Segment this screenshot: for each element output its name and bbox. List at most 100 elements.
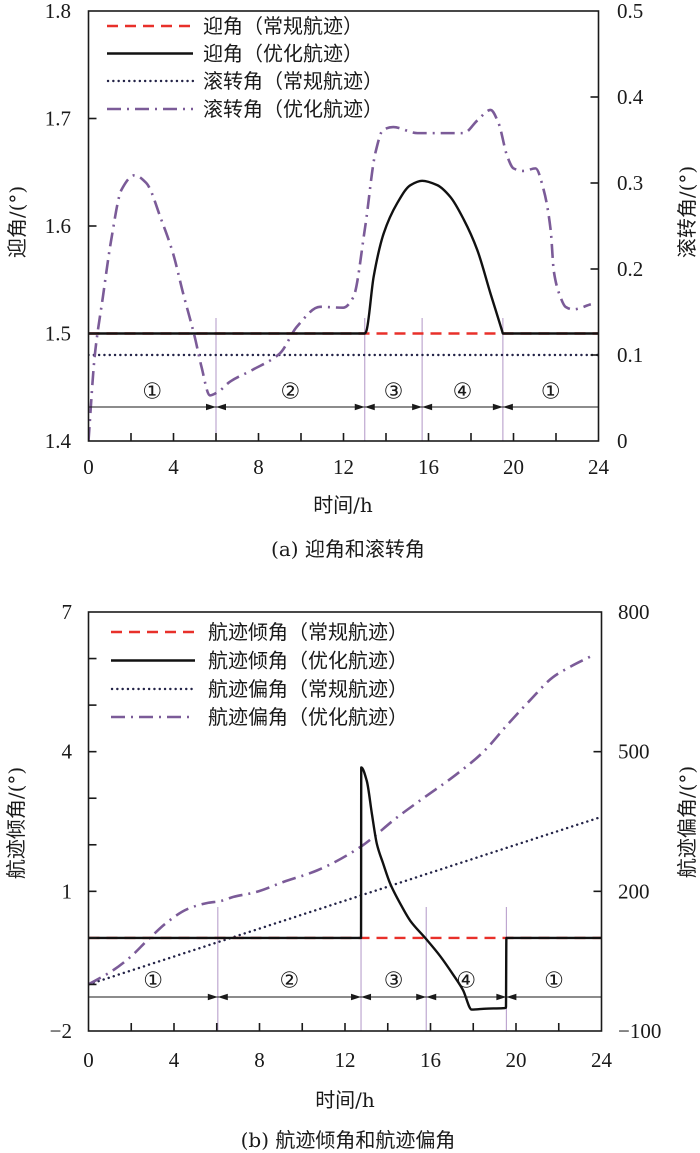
x-tick-label: 20 — [506, 1048, 527, 1072]
y-tick-label-right: 0 — [617, 429, 628, 453]
chart-caption: (b) 航迹倾角和航迹偏角 — [241, 1128, 456, 1152]
legend-item: 滚转角（优化航迹） — [107, 97, 383, 121]
y-tick-label-left: 4 — [62, 740, 73, 764]
chart-b: ① ② ③ ④ ① 0 4 8 12 16 20 24 −2 1 4 7 −100 200 500 800 航迹倾角（… — [4, 600, 699, 1152]
y-tick-label-right: −100 — [618, 1019, 661, 1043]
x-tick-label: 16 — [420, 1048, 441, 1072]
phase-label: ④ — [453, 380, 473, 405]
phase-label: ① — [142, 380, 162, 405]
legend-item: 迎角（常规航迹） — [107, 14, 363, 38]
y-tick-label-left: −2 — [50, 1019, 72, 1043]
chart-b-legend: 航迹倾角（常规航迹） 航迹倾角（优化航迹） 航迹偏角（常规航迹） 航迹偏角（优化… — [110, 620, 408, 729]
y-tick-label-right: 500 — [618, 740, 650, 764]
arrowhead-left-icon — [364, 403, 375, 411]
heading-angle-optimized-line — [88, 654, 594, 986]
phase-label: ③ — [384, 380, 404, 405]
arrowhead-right-icon — [416, 993, 427, 1001]
phase-span: ① — [88, 969, 218, 1001]
x-axis-title: 时间/h — [313, 493, 373, 517]
phase-span: ④ — [422, 380, 503, 411]
arrowhead-right-icon — [351, 993, 362, 1001]
x-tick-label: 4 — [169, 1048, 180, 1072]
y-tick-label-left: 1.4 — [45, 429, 72, 453]
legend-label-roll-optimized: 滚转角（优化航迹） — [203, 97, 383, 121]
phase-label: ① — [143, 969, 163, 994]
phase-span: ④ — [426, 969, 507, 1001]
x-tick-label: 0 — [83, 455, 94, 479]
y-tick-label-right: 200 — [618, 879, 650, 903]
phase-span: ① — [502, 380, 599, 411]
phase-label: ② — [281, 380, 301, 405]
y-tick-label-left: 7 — [62, 600, 73, 624]
legend-item: 航迹偏角（常规航迹） — [110, 677, 408, 701]
phase-label: ① — [541, 380, 561, 405]
legend-label-heading-optimized: 航迹偏角（优化航迹） — [208, 705, 408, 729]
arrowhead-right-icon — [207, 993, 218, 1001]
y-tick-label-right: 0.4 — [617, 85, 644, 109]
phase-span: ③ — [361, 969, 427, 1001]
heading-angle-conventional-line — [88, 815, 602, 986]
aoa-optimized-line — [88, 179, 599, 335]
phase-label: ④ — [456, 969, 476, 994]
legend-label-roll-conventional: 滚转角（常规航迹） — [203, 69, 383, 93]
y-axis-title-left: 迎角/(°) — [5, 186, 29, 258]
legend-item: 航迹偏角（优化航迹） — [111, 705, 408, 729]
x-tick-label: 24 — [591, 1048, 613, 1072]
legend-label-flight-path-conventional: 航迹倾角（常规航迹） — [208, 620, 408, 644]
chart-a: ① ② ③ ④ ① 0 4 8 12 16 20 24 1.4 1.5 1.6 1.7 1.8 0 0.1 0.2 0.… — [5, 0, 699, 561]
x-axis-title: 时间/h — [315, 1088, 375, 1112]
chart-b-plot-area: ① ② ③ ④ ① 0 4 8 12 16 20 24 −2 1 4 7 −100 200 500 800 — [50, 600, 662, 1072]
legend-label-heading-conventional: 航迹偏角（常规航迹） — [208, 677, 408, 701]
roll-optimized-line — [88, 108, 592, 442]
y-tick-label-left: 1.8 — [45, 0, 71, 23]
y-tick-label-right: 0.2 — [617, 257, 643, 281]
phase-span: ② — [216, 380, 365, 411]
series-group — [88, 108, 599, 442]
arrowhead-left-icon — [422, 403, 433, 411]
y-tick-label-left: 1.5 — [45, 322, 71, 346]
x-tick-label: 8 — [254, 1048, 265, 1072]
legend-item: 滚转角（常规航迹） — [106, 69, 383, 93]
arrowhead-right-icon — [496, 993, 507, 1001]
x-tick-label: 24 — [588, 455, 610, 479]
chart-caption: (a) 迎角和滚转角 — [271, 537, 425, 561]
x-tick-label: 20 — [503, 455, 524, 479]
phase-span: ① — [506, 969, 602, 1001]
y-axis-title-left: 航迹倾角/(°) — [4, 767, 28, 879]
arrowhead-left-icon — [216, 403, 226, 411]
arrowhead-left-icon — [426, 993, 437, 1001]
legend-item: 航迹倾角（优化航迹） — [111, 649, 408, 673]
y-tick-label-right: 0.5 — [617, 0, 643, 23]
chart-a-legend: 迎角（常规航迹） 迎角（优化航迹） 滚转角（常规航迹） 滚转角（优化航迹） — [106, 14, 383, 121]
series-group — [88, 654, 602, 1011]
phase-span: ③ — [364, 380, 423, 411]
arrowhead-left-icon — [506, 993, 517, 1001]
y-tick-label-left: 1.7 — [45, 107, 71, 131]
arrowhead-right-icon — [412, 403, 423, 411]
arrowhead-left-icon — [502, 403, 513, 411]
x-tick-label: 16 — [418, 455, 439, 479]
legend-item: 迎角（优化航迹） — [107, 42, 363, 66]
legend-label-flight-path-optimized: 航迹倾角（优化航迹） — [208, 649, 408, 673]
y-tick-label-right: 800 — [618, 600, 650, 624]
y-tick-label-right: 0.1 — [617, 343, 643, 367]
arrowhead-right-icon — [492, 403, 503, 411]
legend-label-aoa-conventional: 迎角（常规航迹） — [203, 14, 363, 38]
y-tick-label-left: 1 — [62, 879, 73, 903]
legend-item: 航迹倾角（常规航迹） — [111, 620, 408, 644]
x-tick-label: 12 — [333, 455, 354, 479]
legend-label-aoa-optimized: 迎角（优化航迹） — [203, 42, 363, 66]
arrowhead-left-icon — [217, 993, 228, 1001]
x-tick-label: 4 — [168, 455, 179, 479]
y-tick-label-left: 1.6 — [45, 214, 71, 238]
phase-span: ① — [88, 380, 216, 411]
phase-label: ③ — [384, 969, 404, 994]
phase-label: ① — [544, 969, 564, 994]
x-tick-label: 0 — [83, 1048, 94, 1072]
arrowhead-right-icon — [206, 403, 216, 411]
phase-span: ② — [217, 969, 362, 1001]
y-axis-title-right: 滚转角/(°) — [675, 166, 699, 258]
arrowhead-left-icon — [361, 993, 372, 1001]
